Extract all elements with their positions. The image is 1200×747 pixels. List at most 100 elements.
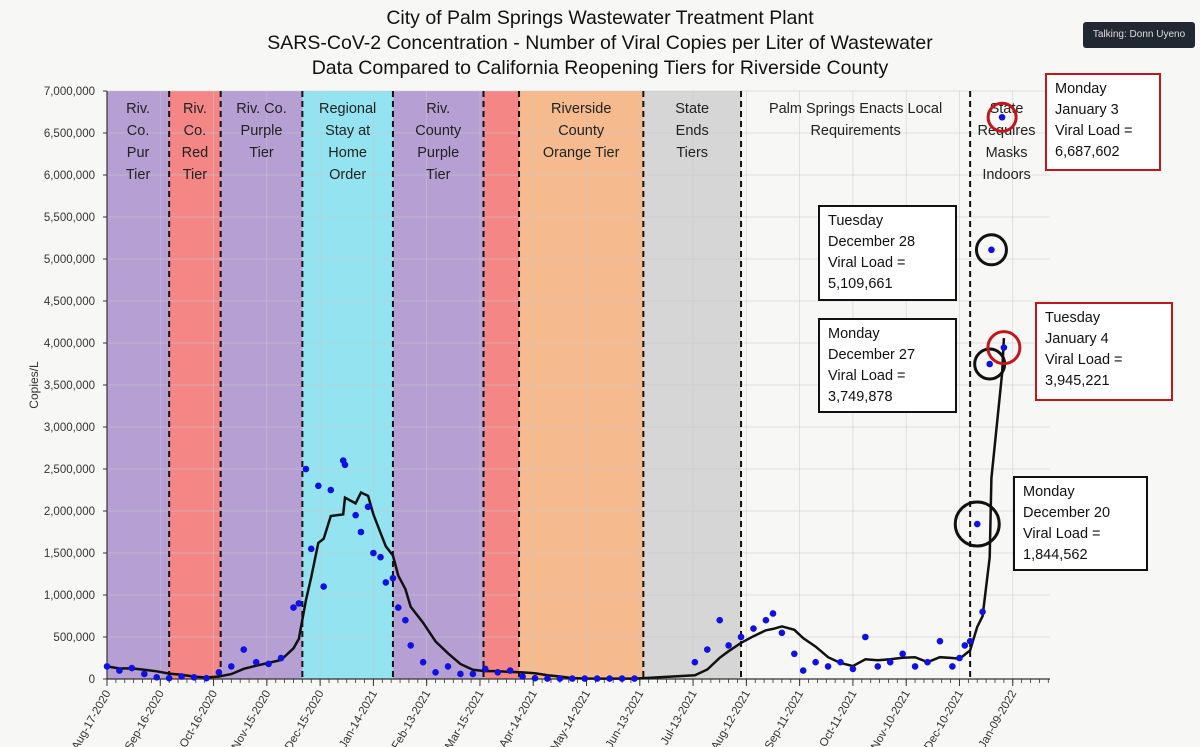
- data-point: [519, 673, 526, 680]
- data-point: [457, 670, 464, 678]
- tier-label: Riverside: [551, 101, 611, 117]
- annotation-line: 1,844,562: [1023, 547, 1088, 563]
- highlight-circle: [986, 101, 1018, 133]
- annotation-dec-27: Monday December 27 Viral Load = 3,749,878: [818, 318, 957, 413]
- data-point: [725, 642, 732, 649]
- annotation-line: Viral Load =: [828, 368, 906, 384]
- data-point: [973, 520, 981, 528]
- data-point: [203, 674, 210, 682]
- data-point: [394, 604, 402, 611]
- highlight-circle: [986, 330, 1022, 366]
- tier-label: County: [558, 123, 605, 139]
- tier-label: Tier: [183, 167, 208, 183]
- data-point: [277, 654, 285, 662]
- y-tick-label: 2,500,000: [44, 464, 95, 476]
- data-point: [215, 668, 223, 676]
- data-point: [799, 667, 807, 674]
- data-point: [988, 246, 995, 254]
- annotation-line: Viral Load =: [1045, 352, 1123, 368]
- data-point: [998, 113, 1006, 121]
- data-point: [581, 675, 589, 682]
- talking-indicator: Talking: Donn Uyeno: [1083, 22, 1195, 48]
- data-point: [140, 670, 148, 678]
- data-point: [691, 658, 699, 666]
- tier-label: Red: [182, 145, 209, 161]
- annotation-dec-28: Tuesday December 28 Viral Load = 5,109,661: [818, 205, 957, 301]
- data-point: [862, 633, 869, 641]
- x-tick-label: Oct-16-2020: [178, 689, 220, 747]
- data-point: [178, 673, 185, 680]
- chart-title: City of Palm Springs Wastewater Treatmen…: [0, 6, 1200, 81]
- data-point: [911, 663, 919, 670]
- data-point: [240, 646, 248, 653]
- highlight-circle: [974, 233, 1008, 267]
- tier-label: Tier: [249, 145, 274, 161]
- tier-label: Riv. Co.: [236, 101, 287, 117]
- x-tick-label: Jul-13-2021: [659, 689, 700, 747]
- x-tick-label: Nov-15-2020: [230, 689, 274, 747]
- y-tick-label: 3,000,000: [44, 422, 95, 434]
- data-point: [228, 663, 235, 670]
- data-point: [370, 549, 377, 557]
- annotation-line: 3,749,878: [828, 389, 893, 405]
- x-tick-label: Sep-16-2020: [123, 689, 167, 747]
- tier-label: Palm Springs Enacts Local: [769, 101, 942, 117]
- x-tick-label: Jan-09-2022: [977, 689, 1020, 747]
- tier-label: Ends: [676, 123, 709, 139]
- data-point: [956, 654, 963, 662]
- tier-label: Requirements: [810, 123, 900, 139]
- data-point: [924, 658, 931, 666]
- tier-label: County: [415, 123, 462, 139]
- y-axis-label: Copies/L: [27, 361, 41, 409]
- data-point: [295, 600, 303, 607]
- tier-label: Regional: [319, 101, 376, 117]
- tier-label: Riv.: [126, 101, 150, 117]
- data-point: [389, 574, 397, 582]
- data-point: [469, 670, 477, 678]
- tier-label: Masks: [986, 145, 1028, 161]
- data-point: [320, 583, 327, 590]
- y-tick-label: 7,000,000: [44, 86, 95, 98]
- x-tick-label: Dec-15-2020: [283, 689, 327, 747]
- data-point: [364, 503, 372, 511]
- data-point: [979, 608, 986, 616]
- annotation-jan-3: Monday January 3 Viral Load = 6,687,602: [1045, 73, 1161, 171]
- data-point: [190, 674, 198, 681]
- data-point: [290, 604, 297, 611]
- x-tick-label: Apr-14-2021: [497, 689, 539, 747]
- x-tick-label: Nov-10-2021: [869, 689, 913, 747]
- data-point: [737, 633, 745, 641]
- x-tick-label: Feb-13-2021: [390, 689, 433, 747]
- annotation-line: Tuesday: [1045, 310, 1101, 326]
- data-point: [327, 486, 335, 494]
- data-point: [1000, 344, 1008, 351]
- x-tick-label: Jun-13-2021: [604, 689, 647, 747]
- data-point: [886, 658, 894, 666]
- tier-label: State: [675, 101, 709, 117]
- data-point: [899, 650, 906, 658]
- data-point: [769, 610, 777, 617]
- data-point: [153, 674, 161, 681]
- x-tick-label: Oct-11-2021: [818, 689, 860, 747]
- data-point: [606, 675, 613, 682]
- annotation-line: Viral Load =: [828, 255, 906, 271]
- data-point: [252, 658, 260, 666]
- data-point: [949, 663, 956, 670]
- tier-label: Co.: [127, 123, 150, 139]
- data-point: [402, 616, 409, 624]
- annotation-line: December 28: [828, 234, 916, 250]
- annotation-line: Viral Load =: [1023, 526, 1101, 542]
- annotation-line: December 20: [1023, 505, 1111, 521]
- data-point: [703, 646, 711, 653]
- y-tick-label: 0: [89, 674, 95, 686]
- tier-label: Indoors: [982, 167, 1030, 183]
- x-tick-label: Aug-17-2020: [70, 689, 114, 747]
- y-tick-label: 4,500,000: [44, 296, 95, 308]
- data-point: [265, 660, 272, 668]
- data-point: [544, 675, 551, 682]
- annotation-line: December 27: [828, 347, 916, 363]
- data-point: [481, 665, 489, 673]
- data-point: [307, 545, 315, 553]
- x-tick-label: Jan-14-2021: [337, 689, 380, 747]
- data-point: [824, 663, 832, 670]
